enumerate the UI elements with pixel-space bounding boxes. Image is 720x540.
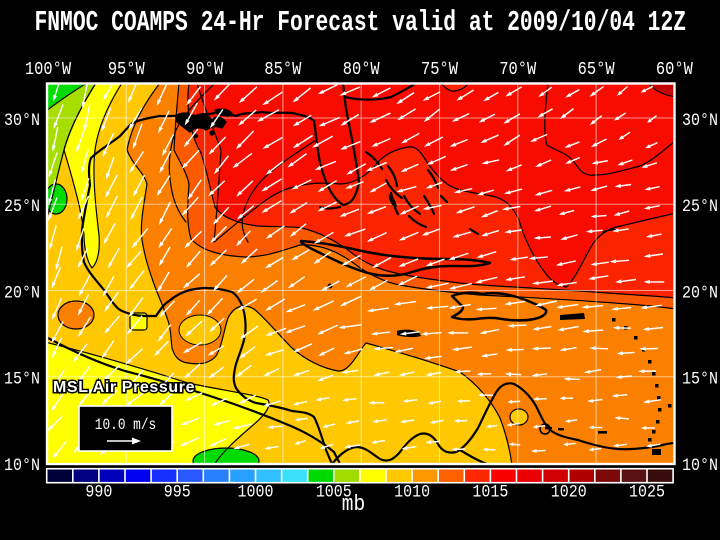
svg-text:30°N: 30°N — [4, 110, 40, 131]
svg-text:MSL Air Pressure: MSL Air Pressure — [53, 379, 195, 396]
svg-text:20°N: 20°N — [4, 282, 40, 303]
svg-text:60°W: 60°W — [656, 60, 694, 81]
svg-text:80°W: 80°W — [343, 60, 381, 81]
svg-text:85°W: 85°W — [264, 60, 302, 81]
svg-text:1010: 1010 — [394, 481, 430, 502]
svg-text:25°N: 25°N — [4, 196, 40, 217]
svg-text:20°N: 20°N — [682, 282, 718, 303]
svg-text:75°W: 75°W — [421, 60, 459, 81]
svg-text:10.0 m/s: 10.0 m/s — [95, 417, 156, 434]
svg-text:65°W: 65°W — [578, 60, 616, 81]
svg-text:995: 995 — [164, 481, 191, 502]
svg-text:90°W: 90°W — [186, 60, 224, 81]
svg-text:70°W: 70°W — [499, 60, 537, 81]
svg-text:15°N: 15°N — [4, 368, 40, 389]
svg-text:mb: mb — [342, 493, 365, 518]
svg-text:10°N: 10°N — [682, 455, 718, 476]
svg-text:95°W: 95°W — [108, 60, 146, 81]
svg-text:100°W: 100°W — [25, 60, 72, 81]
svg-text:1025: 1025 — [629, 481, 665, 502]
svg-text:30°N: 30°N — [682, 110, 718, 131]
svg-text:1000: 1000 — [238, 481, 274, 502]
svg-text:1015: 1015 — [472, 481, 508, 502]
svg-text:25°N: 25°N — [682, 196, 718, 217]
svg-text:10°N: 10°N — [4, 455, 40, 476]
svg-text:1005: 1005 — [316, 481, 352, 502]
svg-text:1020: 1020 — [551, 481, 587, 502]
svg-text:15°N: 15°N — [682, 368, 718, 389]
svg-text:990: 990 — [85, 481, 112, 502]
svg-text:FNMOC COAMPS 24-Hr Forecast va: FNMOC COAMPS 24-Hr Forecast valid at 200… — [35, 6, 686, 39]
